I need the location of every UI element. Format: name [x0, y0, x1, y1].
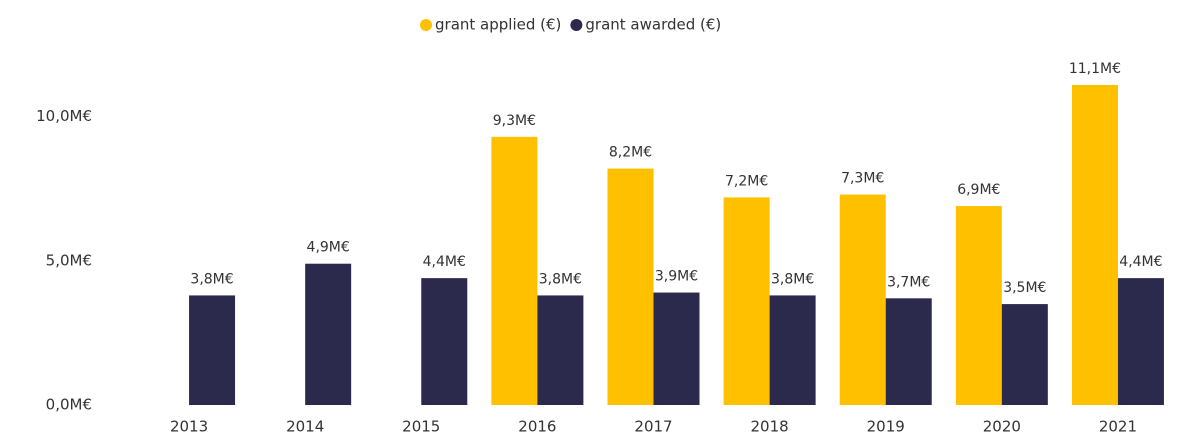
- data-label: 4,9M€: [307, 240, 350, 256]
- data-label: 3,7M€: [887, 274, 930, 290]
- x-tick-label: 2014: [286, 418, 324, 436]
- x-tick-label: 2018: [751, 418, 789, 436]
- legend-marker: [570, 19, 583, 31]
- data-label: 3,8M€: [539, 271, 582, 287]
- data-label: 6,9M€: [957, 182, 1000, 198]
- y-tick-label: 0,0M€: [46, 396, 92, 414]
- legend-label: grant applied (€): [435, 16, 561, 34]
- bar: [839, 194, 886, 405]
- bar: [537, 295, 584, 405]
- bar: [885, 298, 932, 405]
- bar: [1117, 278, 1164, 405]
- bar: [1071, 84, 1118, 405]
- x-tick-label: 2021: [1099, 418, 1137, 436]
- x-tick-label: 2019: [867, 418, 905, 436]
- bar: [607, 168, 654, 405]
- bar: [189, 295, 236, 405]
- data-label: 9,3M€: [493, 113, 536, 129]
- legend-label: grant awarded (€): [585, 16, 721, 34]
- y-tick-label: 5,0M€: [46, 251, 92, 269]
- data-label: 4,4M€: [423, 254, 466, 270]
- data-label: 3,8M€: [771, 271, 814, 287]
- bar: [421, 278, 468, 405]
- bar: [305, 263, 352, 405]
- y-tick-label: 10,0M€: [36, 107, 92, 125]
- x-tick-label: 2013: [170, 418, 208, 436]
- x-tick-label: 2017: [634, 418, 672, 436]
- bar: [955, 206, 1002, 405]
- data-label: 7,3M€: [841, 171, 884, 187]
- data-label: 3,5M€: [1003, 280, 1046, 296]
- data-label: 7,2M€: [725, 173, 768, 189]
- data-label: 11,1M€: [1069, 61, 1121, 77]
- bar: [723, 197, 770, 405]
- legend-marker: [420, 19, 432, 31]
- data-label: 3,8M€: [190, 271, 233, 287]
- data-label: 4,4M€: [1119, 254, 1162, 270]
- data-label: 3,9M€: [655, 269, 698, 285]
- data-label: 8,2M€: [609, 145, 652, 161]
- bar: [769, 295, 816, 405]
- x-tick-label: 2016: [518, 418, 556, 436]
- x-tick-label: 2015: [402, 418, 440, 436]
- x-tick-label: 2020: [983, 418, 1021, 436]
- bar: [491, 136, 538, 405]
- bar: [653, 292, 700, 405]
- bar: [1001, 304, 1048, 405]
